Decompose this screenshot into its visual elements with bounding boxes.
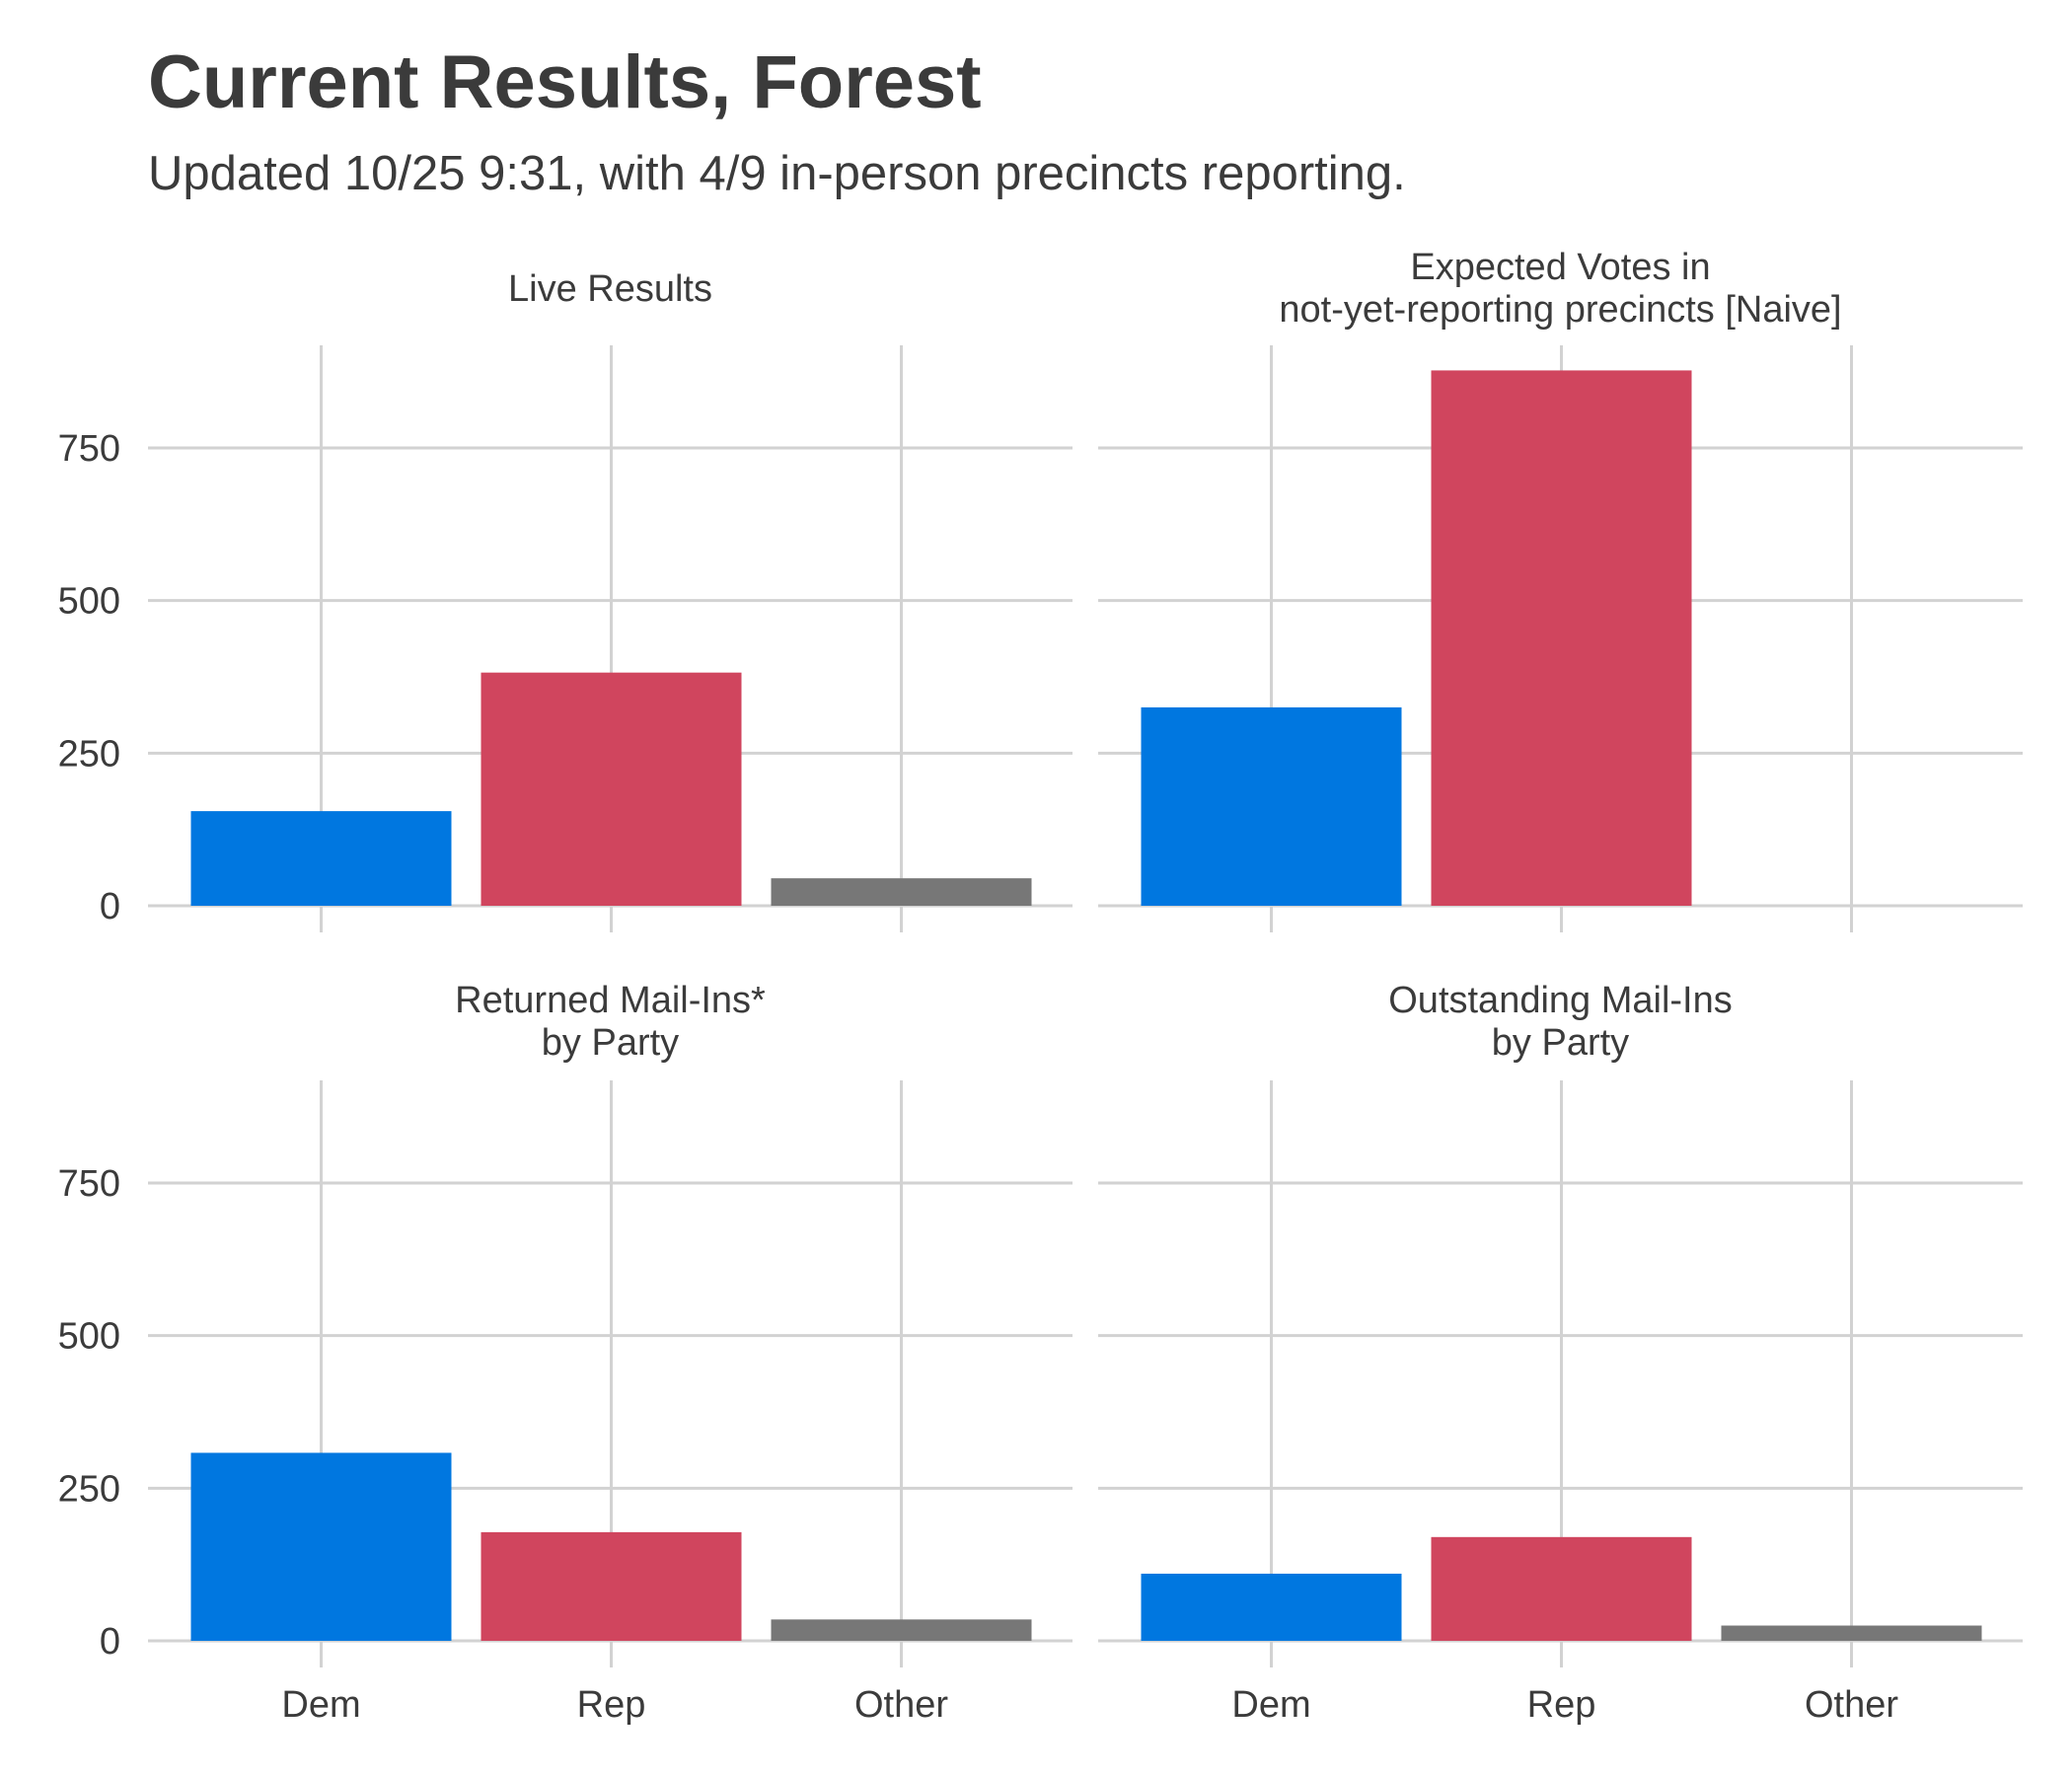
bar-dem [1141, 706, 1402, 906]
panel-title: not-yet-reporting precincts [Naive] [1279, 289, 1841, 331]
panel-title: Live Results [508, 268, 712, 310]
panel-title: Returned Mail-Ins* [455, 980, 766, 1021]
bar-other [771, 1619, 1032, 1641]
x-tick-label: Rep [577, 1684, 646, 1726]
y-tick-label: 0 [100, 1621, 120, 1663]
bar-other [1721, 1625, 1982, 1641]
panel-title: by Party [1492, 1022, 1629, 1064]
x-tick-label: Other [854, 1684, 948, 1726]
y-tick-label: 500 [58, 1316, 120, 1358]
x-tick-label: Other [1805, 1684, 1898, 1726]
panel-title: Outstanding Mail-Ins [1388, 980, 1733, 1021]
y-tick-label: 750 [58, 428, 120, 470]
bar-dem [190, 811, 452, 906]
bar-rep [1431, 1536, 1692, 1641]
y-tick-label: 0 [100, 886, 120, 927]
y-tick-label: 500 [58, 581, 120, 623]
y-tick-label: 250 [58, 1468, 120, 1510]
chart-title: Current Results, Forest [148, 40, 982, 124]
bar-rep [481, 1531, 742, 1641]
x-tick-label: Rep [1527, 1684, 1596, 1726]
bar-dem [190, 1452, 452, 1641]
y-tick-label: 750 [58, 1163, 120, 1205]
bar-other [771, 878, 1032, 906]
panel-title: by Party [542, 1022, 679, 1064]
panel-title: Expected Votes in [1410, 247, 1710, 288]
chart-subtitle: Updated 10/25 9:31, with 4/9 in-person p… [148, 147, 1406, 200]
x-tick-label: Dem [281, 1684, 360, 1726]
x-tick-label: Dem [1231, 1684, 1310, 1726]
bar-dem [1141, 1573, 1402, 1641]
bar-rep [1431, 370, 1692, 906]
bar-rep [481, 672, 742, 906]
y-tick-label: 250 [58, 733, 120, 775]
